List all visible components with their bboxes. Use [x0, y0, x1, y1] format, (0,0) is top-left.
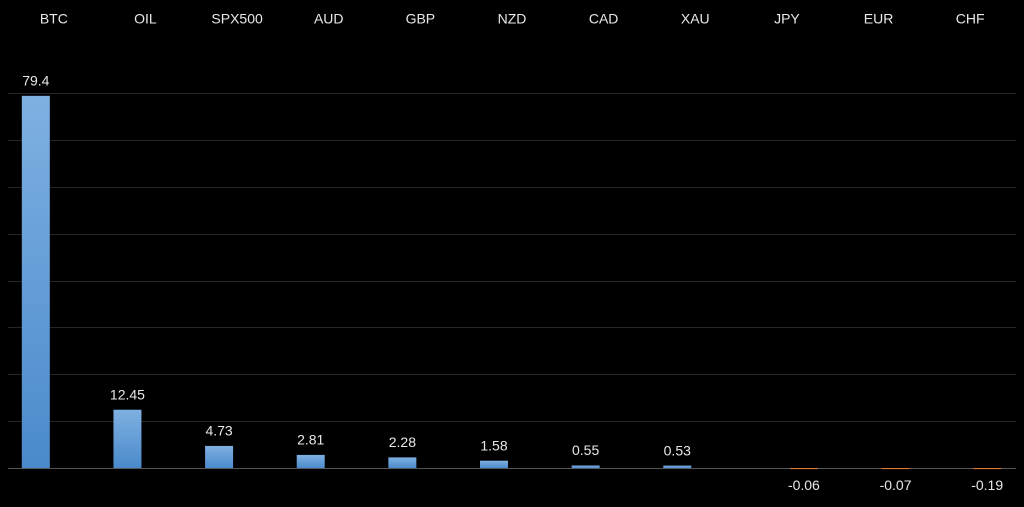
value-label: -0.06 — [788, 477, 820, 493]
value-label: 2.28 — [389, 434, 416, 450]
bar — [881, 468, 910, 470]
bar — [388, 457, 417, 469]
bar — [21, 95, 50, 469]
value-label: -0.07 — [880, 477, 912, 493]
x-tick-label: CAD — [589, 11, 619, 27]
x-tick-label: OIL — [134, 11, 157, 27]
value-label: 4.73 — [205, 423, 232, 439]
x-tick-label: NZD — [498, 11, 527, 27]
bar — [973, 468, 1002, 470]
x-tick-label: JPY — [774, 11, 800, 27]
bar — [296, 454, 325, 469]
value-label: 2.81 — [297, 432, 324, 448]
value-label: 0.53 — [664, 442, 691, 458]
value-label: -0.19 — [971, 477, 1003, 493]
bar — [571, 465, 600, 469]
x-tick-label: GBP — [406, 11, 436, 27]
bar — [663, 465, 692, 469]
x-tick-label: SPX500 — [211, 11, 263, 27]
bar — [789, 468, 818, 470]
bar — [113, 409, 142, 469]
x-tick-label: EUR — [864, 11, 894, 27]
x-tick-label: BTC — [40, 11, 68, 27]
x-tick-label: CHF — [956, 11, 985, 27]
value-label: 79.4 — [22, 73, 49, 89]
x-tick-label: AUD — [314, 11, 344, 27]
bar — [480, 460, 508, 469]
value-label: 0.55 — [572, 442, 599, 458]
value-label: 1.58 — [480, 437, 507, 453]
bar — [205, 445, 234, 469]
value-label: 12.45 — [110, 386, 145, 402]
x-tick-label: XAU — [681, 11, 710, 27]
